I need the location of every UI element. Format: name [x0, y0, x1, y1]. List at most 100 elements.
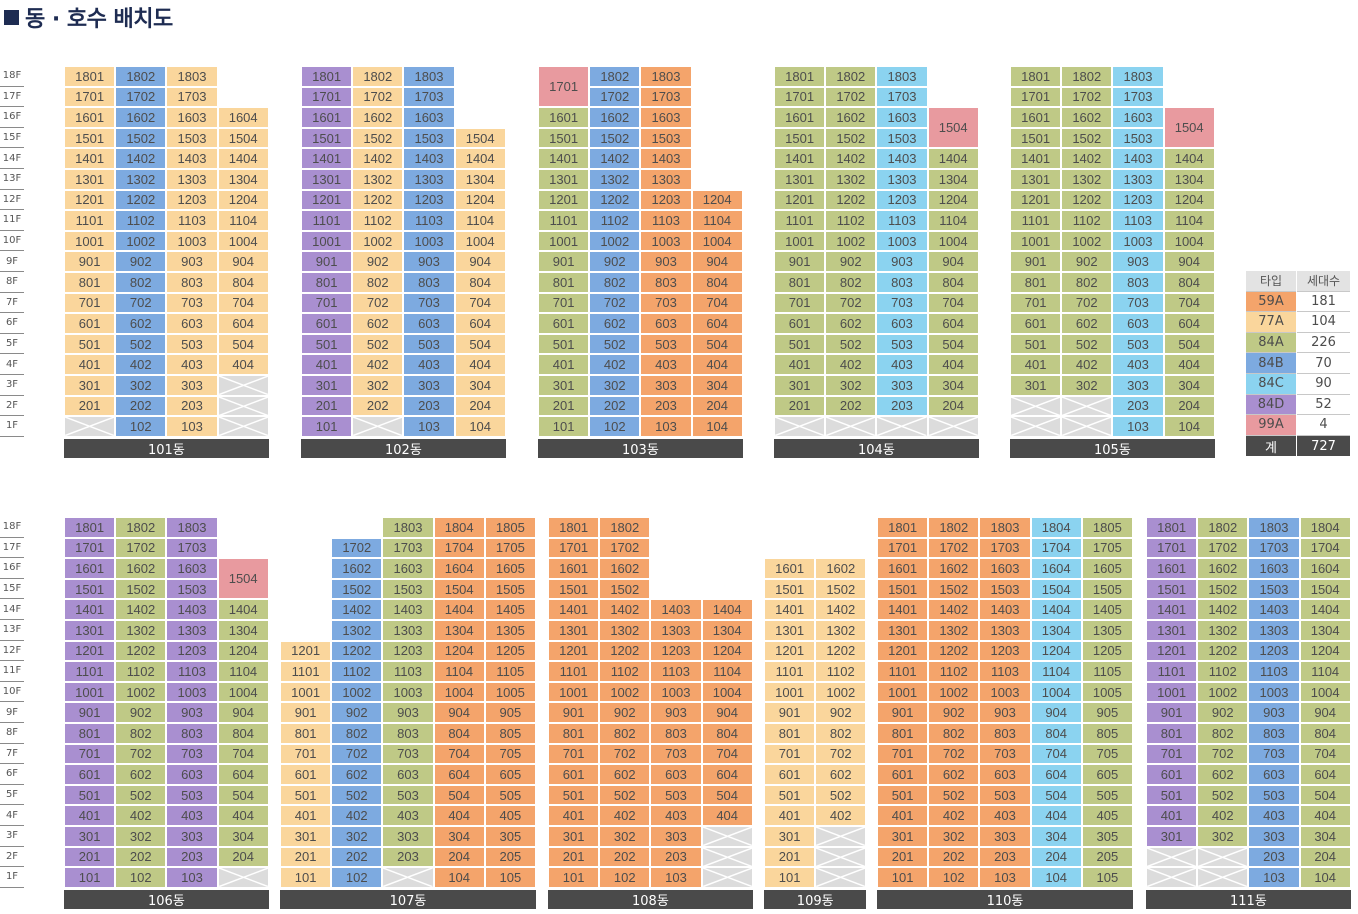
unit-cell[interactable]: 1204 — [217, 640, 269, 662]
unit-cell[interactable]: 304 — [927, 375, 979, 396]
unit-cell[interactable]: 1401 — [764, 599, 816, 620]
unit-cell[interactable]: 1101 — [1010, 210, 1062, 231]
unit-cell[interactable]: 102 — [115, 867, 167, 888]
unit-cell[interactable]: 1802 — [352, 66, 404, 87]
unit-cell[interactable]: 903 — [979, 702, 1031, 723]
unit-cell[interactable]: 403 — [1248, 805, 1300, 826]
unit-cell[interactable]: 1002 — [331, 681, 383, 703]
unit-cell[interactable]: 701 — [548, 743, 600, 765]
unit-cell[interactable]: 1804 — [1030, 517, 1082, 538]
unit-cell[interactable]: 204 — [927, 395, 979, 417]
unit-cell[interactable]: 1401 — [301, 148, 353, 169]
unit-cell[interactable]: 1003 — [403, 230, 455, 252]
unit-cell[interactable]: 502 — [815, 784, 867, 806]
unit-cell[interactable]: 1502 — [928, 578, 980, 600]
unit-cell[interactable]: 802 — [815, 723, 867, 744]
unit-cell[interactable]: 1505 — [1081, 578, 1133, 600]
unit-cell[interactable]: 1801 — [1010, 66, 1062, 87]
unit-cell[interactable]: 702 — [352, 292, 404, 314]
unit-cell[interactable]: 204 — [1299, 846, 1351, 868]
unit-cell[interactable]: 1802 — [825, 66, 877, 87]
unit-cell[interactable]: 1102 — [352, 210, 404, 231]
unit-cell[interactable]: 1301 — [1010, 169, 1062, 190]
unit-cell[interactable]: 1103 — [650, 661, 702, 682]
unit-cell[interactable]: 1801 — [548, 517, 600, 538]
unit-cell[interactable]: 1102 — [1061, 210, 1113, 231]
unit-cell[interactable]: 1802 — [115, 66, 167, 87]
unit-cell[interactable]: 1104 — [217, 210, 269, 231]
unit-cell[interactable]: 204 — [433, 846, 485, 868]
unit-cell[interactable]: 802 — [352, 272, 404, 293]
unit-cell[interactable]: 402 — [599, 805, 651, 826]
unit-cell[interactable]: 1601 — [538, 107, 590, 128]
unit-cell[interactable]: 1303 — [876, 169, 928, 190]
unit-cell[interactable]: 1001 — [64, 681, 116, 703]
unit-cell[interactable]: 504 — [1299, 784, 1351, 806]
unit-cell[interactable]: 904 — [433, 702, 485, 723]
unit-cell[interactable]: 903 — [166, 251, 218, 272]
unit-cell[interactable]: 1004 — [701, 681, 753, 703]
unit-cell[interactable]: 1103 — [403, 210, 455, 231]
unit-cell[interactable]: 1501 — [548, 578, 600, 600]
unit-cell[interactable]: 904 — [691, 251, 743, 272]
unit-cell[interactable]: 704 — [927, 292, 979, 314]
unit-cell[interactable]: 104 — [433, 867, 485, 888]
unit-cell[interactable]: 604 — [1299, 764, 1351, 785]
unit-cell[interactable]: 1601 — [774, 107, 826, 128]
unit-cell[interactable]: 904 — [1030, 702, 1082, 723]
unit-cell[interactable]: 604 — [927, 313, 979, 334]
unit-cell[interactable]: 504 — [1163, 333, 1215, 355]
unit-cell[interactable]: 1602 — [825, 107, 877, 128]
unit-cell[interactable]: 1301 — [877, 620, 929, 641]
unit-cell[interactable]: 801 — [774, 272, 826, 293]
unit-cell[interactable]: 1002 — [115, 681, 167, 703]
unit-cell[interactable]: 103 — [979, 867, 1031, 888]
unit-cell[interactable]: 1105 — [1081, 661, 1133, 682]
unit-cell[interactable]: 302 — [825, 375, 877, 396]
unit-cell[interactable]: 1303 — [403, 169, 455, 190]
unit-cell[interactable]: 701 — [1010, 292, 1062, 314]
unit-cell[interactable]: 1501 — [774, 127, 826, 149]
unit-cell[interactable]: 1403 — [382, 599, 434, 620]
unit-cell[interactable]: 903 — [382, 702, 434, 723]
unit-cell[interactable]: 102 — [928, 867, 980, 888]
unit-cell[interactable]: 104 — [1163, 416, 1215, 437]
unit-cell[interactable]: 501 — [64, 784, 116, 806]
unit-cell[interactable]: 1404 — [454, 148, 506, 169]
unit-cell[interactable]: 501 — [877, 784, 929, 806]
unit-cell[interactable]: 1302 — [825, 169, 877, 190]
unit-cell[interactable]: 1102 — [825, 210, 877, 231]
unit-cell[interactable]: 902 — [352, 251, 404, 272]
unit-cell[interactable]: 1403 — [876, 148, 928, 169]
unit-cell[interactable]: 1101 — [877, 661, 929, 682]
unit-cell[interactable]: 1003 — [650, 681, 702, 703]
unit-cell[interactable]: 802 — [928, 723, 980, 744]
unit-cell[interactable]: 902 — [928, 702, 980, 723]
unit-cell[interactable]: 1405 — [1081, 599, 1133, 620]
unit-cell[interactable]: 503 — [166, 333, 218, 355]
unit-cell[interactable]: 804 — [217, 723, 269, 744]
unit-cell[interactable]: 201 — [764, 846, 816, 868]
unit-cell[interactable]: 1003 — [382, 681, 434, 703]
unit-cell[interactable]: 702 — [589, 292, 641, 314]
unit-cell[interactable]: 1102 — [331, 661, 383, 682]
unit-cell[interactable]: 1304 — [217, 169, 269, 190]
unit-cell[interactable]: 904 — [1163, 251, 1215, 272]
unit-cell[interactable]: 1203 — [650, 640, 702, 662]
unit-cell[interactable]: 703 — [640, 292, 692, 314]
unit-cell[interactable]: 1803 — [1112, 66, 1164, 87]
unit-cell[interactable]: 1002 — [589, 230, 641, 252]
unit-cell[interactable]: 402 — [1197, 805, 1249, 826]
unit-cell[interactable]: 802 — [115, 272, 167, 293]
unit-cell[interactable]: 1803 — [876, 66, 928, 87]
unit-cell[interactable]: 804 — [1163, 272, 1215, 293]
unit-cell[interactable]: 704 — [454, 292, 506, 314]
unit-cell[interactable]: 201 — [301, 395, 353, 417]
unit-cell[interactable]: 503 — [382, 784, 434, 806]
unit-cell[interactable]: 402 — [331, 805, 383, 826]
unit-cell[interactable]: 102 — [331, 867, 383, 888]
unit-cell[interactable]: 804 — [433, 723, 485, 744]
unit-cell[interactable]: 405 — [1081, 805, 1133, 826]
unit-cell[interactable]: 403 — [166, 805, 218, 826]
unit-cell[interactable]: 802 — [599, 723, 651, 744]
